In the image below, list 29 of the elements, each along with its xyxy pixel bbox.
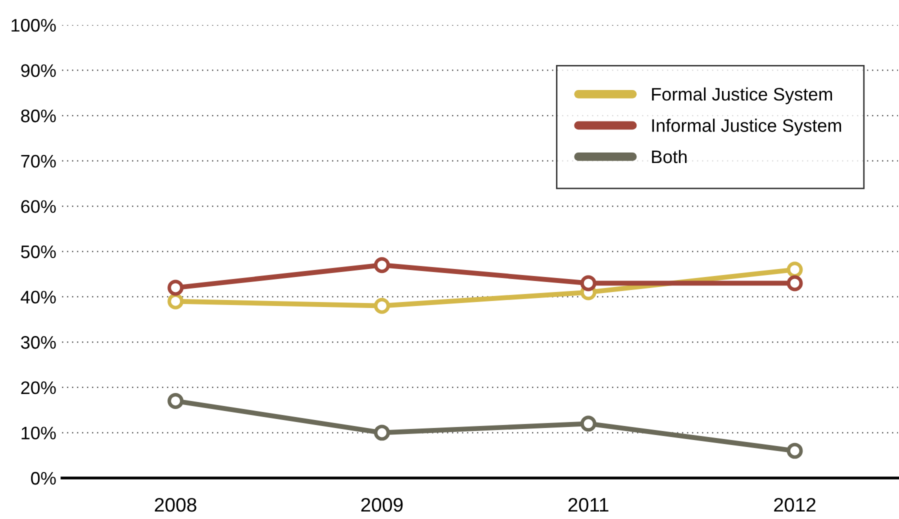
point [374, 298, 390, 314]
y-tick-label: 80% [21, 110, 56, 122]
y-tick-label: 10% [22, 426, 56, 440]
y-tick-label: 70% [21, 154, 56, 168]
point [786, 275, 803, 292]
point [786, 442, 803, 459]
point [786, 262, 803, 278]
point [374, 257, 390, 274]
y-tick-label: 0% [31, 472, 56, 485]
legend-label: Formal Justice System [652, 87, 832, 104]
x-tick-label: 2008 [154, 498, 196, 512]
y-tick-label: 40% [20, 290, 56, 304]
y-tick-label: 60% [21, 200, 56, 213]
point [580, 416, 596, 432]
y-tick-label: 100% [12, 18, 56, 32]
point [580, 275, 596, 292]
point [374, 424, 390, 441]
x-tick-label: 2009 [361, 498, 403, 512]
y-tick-label: 30% [20, 336, 56, 349]
legend-label: Informal Justice System [652, 118, 842, 136]
point [168, 393, 184, 409]
y-tick-label: 20% [21, 381, 56, 394]
point [168, 293, 184, 310]
x-tick-label: 2011 [568, 498, 608, 512]
x-tick-label: 2012 [774, 498, 816, 512]
y-tick-label: 50% [21, 245, 56, 258]
legend-label: Both [652, 150, 687, 164]
y-tick-label: 90% [21, 64, 56, 78]
point [168, 280, 184, 296]
